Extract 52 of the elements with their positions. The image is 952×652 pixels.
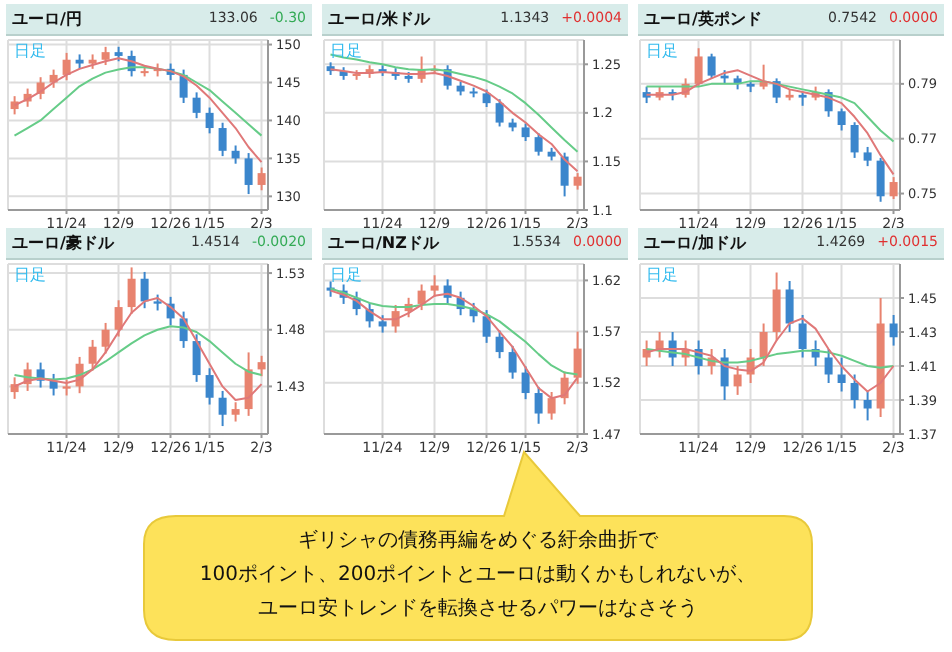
chart-title: ユーロ/円 xyxy=(12,8,82,30)
chart-title: ユーロ/豪ドル xyxy=(12,232,114,254)
candlestick xyxy=(231,144,240,165)
candlestick xyxy=(798,314,807,359)
annotation: 日足 xyxy=(14,264,46,286)
chart-title: ユーロ/英ポンド xyxy=(644,8,762,30)
candlestick xyxy=(192,91,201,120)
chart-title: ユーロ/加ドル xyxy=(644,232,746,254)
candlestick xyxy=(495,98,504,128)
candlestick xyxy=(495,329,504,360)
candlestick xyxy=(244,152,253,196)
candlestick xyxy=(205,106,214,135)
candlestick xyxy=(140,270,149,310)
candlestick xyxy=(508,344,517,380)
annotation: 日足 xyxy=(330,40,362,62)
text: 100ポイント、200ポイントとユーロは動くかもしれないが、 xyxy=(197,562,759,590)
candlestick xyxy=(863,145,872,168)
line-series xyxy=(645,80,895,143)
annotation: 日足 xyxy=(646,264,678,286)
candlestick xyxy=(257,354,266,378)
candlestick xyxy=(218,389,227,428)
candlestick xyxy=(785,280,794,333)
line-series xyxy=(329,287,579,376)
candlestick xyxy=(876,156,885,203)
candlestick xyxy=(205,367,214,406)
candlestick xyxy=(101,321,110,355)
chart-title: ユーロ/米ドル xyxy=(328,8,430,30)
candlestick xyxy=(534,132,543,157)
candlestick xyxy=(560,151,569,198)
text: ギリシャの債務再編をめぐる紆余曲折で xyxy=(296,527,660,556)
candlestick xyxy=(837,107,846,132)
annotation: 日足 xyxy=(646,40,678,62)
candlestick xyxy=(759,322,768,367)
candlestick xyxy=(521,365,530,401)
candlestick xyxy=(49,372,58,397)
candlestick xyxy=(837,356,846,393)
annotation: 日足 xyxy=(14,40,46,62)
candlestick xyxy=(218,121,227,158)
candlestick xyxy=(850,373,859,410)
candlestick xyxy=(192,333,201,383)
candlestick xyxy=(889,314,898,347)
candlestick xyxy=(88,338,97,372)
candlestick xyxy=(863,390,872,422)
candlestick xyxy=(482,309,491,344)
candlestick xyxy=(707,52,716,80)
chart-title: ユーロ/NZドル xyxy=(328,232,439,254)
text: ユーロ安トレンドを転換させるパワーはなさそう xyxy=(256,595,700,624)
candlestick xyxy=(850,121,859,159)
candlestick xyxy=(257,166,266,192)
annotation: 日足 xyxy=(330,264,362,286)
candlestick xyxy=(534,385,543,425)
candlestick xyxy=(824,348,833,384)
